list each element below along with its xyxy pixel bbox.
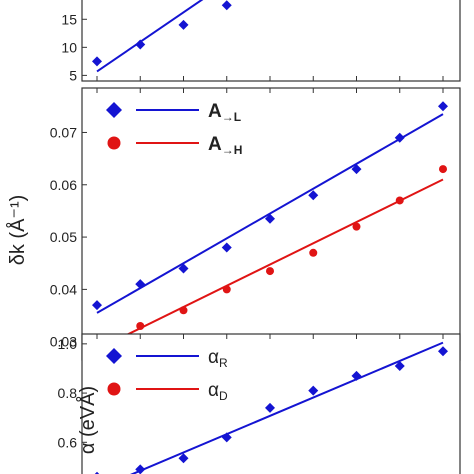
data-point xyxy=(439,165,447,174)
y-tick-label: 1.0 xyxy=(58,336,78,352)
legend-label: A→L xyxy=(208,101,241,124)
data-point xyxy=(94,471,100,474)
data-point xyxy=(351,164,362,175)
data-point xyxy=(178,19,189,30)
data-point xyxy=(178,453,189,464)
data-point xyxy=(221,0,232,11)
data-point xyxy=(135,39,146,50)
data-point xyxy=(266,267,274,276)
fit-line xyxy=(96,0,204,73)
data-point xyxy=(308,190,319,201)
data-point xyxy=(92,56,102,67)
legend-label: A→H xyxy=(208,134,242,157)
y-tick-label: 0.07 xyxy=(50,124,77,140)
panel-frame xyxy=(81,0,461,82)
data-point xyxy=(438,346,448,357)
panel-2: 0.03 0.04 0.05 0.06 0.07 δk (Å⁻¹) A→L A→H xyxy=(6,87,461,361)
y-tick-label: 15 xyxy=(61,11,77,27)
fit-line xyxy=(96,113,444,314)
y-axis-label: α (eVÅ) xyxy=(76,386,99,454)
data-point xyxy=(179,306,188,315)
y-axis-label: δk (Å⁻¹) xyxy=(6,195,29,266)
data-point xyxy=(135,279,146,290)
data-point xyxy=(438,101,448,112)
data-point xyxy=(309,248,318,257)
panel-1: 5 10 15 xyxy=(61,0,461,83)
plot-area xyxy=(82,0,460,81)
legend-label: αD xyxy=(208,380,228,403)
data-point xyxy=(265,402,275,413)
legend-marker xyxy=(107,136,121,150)
legend-label: αR xyxy=(208,347,228,370)
data-point xyxy=(308,385,319,396)
y-tick-label: 5 xyxy=(69,67,77,83)
data-point xyxy=(394,132,405,143)
legend-marker xyxy=(106,348,122,364)
data-point xyxy=(178,263,189,274)
data-point xyxy=(136,322,145,330)
data-point xyxy=(92,300,102,311)
y-tick-label: 0.06 xyxy=(50,177,77,193)
y-tick-label: 0.03 xyxy=(50,334,77,350)
data-point xyxy=(221,432,232,443)
data-point xyxy=(221,242,232,253)
y-tick-label: 0.05 xyxy=(50,229,77,245)
plot-area xyxy=(82,88,460,360)
data-point xyxy=(395,196,404,205)
data-point xyxy=(394,361,405,371)
fit-line xyxy=(130,341,444,474)
panel-3: 0.6 0.8 1.0 α (eVÅ) αR αD xyxy=(58,333,461,474)
legend-marker xyxy=(106,102,122,118)
legend-marker xyxy=(107,382,121,396)
data-point xyxy=(222,285,231,294)
y-tick-label: 0.04 xyxy=(50,281,77,297)
data-point xyxy=(352,222,361,231)
y-tick-label: 0.6 xyxy=(58,434,78,450)
data-point xyxy=(265,213,275,224)
panel-frame xyxy=(81,333,461,474)
y-tick-label: 0.8 xyxy=(58,385,78,401)
data-point xyxy=(351,370,362,381)
y-tick-label: 10 xyxy=(61,39,77,55)
data-point xyxy=(135,464,146,474)
fit-line xyxy=(96,178,444,351)
